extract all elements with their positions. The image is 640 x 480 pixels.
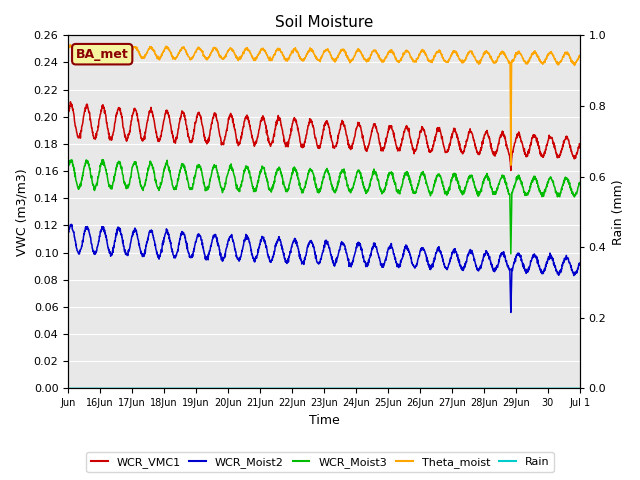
Title: Soil Moisture: Soil Moisture xyxy=(275,15,373,30)
WCR_Moist3 xyxy=(467,173,475,179)
WCR_Moist2 xyxy=(67,221,75,227)
Line: WCR_VMC1: WCR_VMC1 xyxy=(68,102,580,170)
Theta_moist xyxy=(507,162,515,168)
WCR_Moist3 xyxy=(99,157,107,163)
WCR_Moist3 xyxy=(300,188,307,193)
WCR_Moist2 xyxy=(507,310,515,315)
WCR_Moist2 xyxy=(561,257,569,263)
WCR_Moist2 xyxy=(467,249,475,254)
WCR_VMC1 xyxy=(91,135,99,141)
Rain xyxy=(90,385,98,391)
WCR_Moist3 xyxy=(314,187,321,193)
Rain xyxy=(561,385,569,391)
Theta_moist xyxy=(300,56,307,61)
Line: Theta_moist: Theta_moist xyxy=(68,45,580,165)
Line: WCR_Moist3: WCR_Moist3 xyxy=(68,160,580,254)
Rain xyxy=(576,385,584,391)
WCR_Moist2 xyxy=(64,229,72,235)
WCR_Moist3 xyxy=(561,176,569,182)
WCR_Moist2 xyxy=(314,260,321,265)
WCR_Moist3 xyxy=(507,251,515,257)
Legend: WCR_VMC1, WCR_Moist2, WCR_Moist3, Theta_moist, Rain: WCR_VMC1, WCR_Moist2, WCR_Moist3, Theta_… xyxy=(86,452,554,472)
WCR_Moist2 xyxy=(576,262,584,268)
Theta_moist xyxy=(467,48,475,54)
WCR_Moist3 xyxy=(90,185,98,191)
Theta_moist xyxy=(561,49,569,55)
WCR_VMC1 xyxy=(576,141,584,147)
X-axis label: Time: Time xyxy=(308,414,339,427)
WCR_VMC1 xyxy=(507,168,515,173)
Text: BA_met: BA_met xyxy=(76,48,129,60)
WCR_VMC1 xyxy=(467,129,475,135)
WCR_VMC1 xyxy=(300,143,307,148)
Rain xyxy=(64,385,72,391)
WCR_Moist2 xyxy=(91,251,99,257)
WCR_VMC1 xyxy=(67,99,74,105)
Rain xyxy=(313,385,321,391)
Theta_moist xyxy=(91,55,99,61)
Theta_moist xyxy=(561,50,569,56)
WCR_VMC1 xyxy=(64,109,72,115)
Theta_moist xyxy=(576,53,584,59)
WCR_Moist3 xyxy=(561,174,569,180)
Y-axis label: Rain (mm): Rain (mm) xyxy=(612,179,625,245)
WCR_VMC1 xyxy=(561,136,569,142)
Rain xyxy=(300,385,307,391)
WCR_VMC1 xyxy=(561,136,569,142)
WCR_Moist3 xyxy=(576,180,584,185)
Theta_moist xyxy=(64,46,72,52)
WCR_Moist3 xyxy=(64,163,72,169)
Theta_moist xyxy=(67,42,74,48)
WCR_VMC1 xyxy=(314,142,321,148)
Y-axis label: VWC (m3/m3): VWC (m3/m3) xyxy=(15,168,28,256)
WCR_Moist2 xyxy=(300,259,307,264)
WCR_Moist2 xyxy=(561,257,569,263)
Rain xyxy=(467,385,475,391)
Rain xyxy=(561,385,568,391)
Line: WCR_Moist2: WCR_Moist2 xyxy=(68,224,580,312)
Theta_moist xyxy=(314,55,321,61)
